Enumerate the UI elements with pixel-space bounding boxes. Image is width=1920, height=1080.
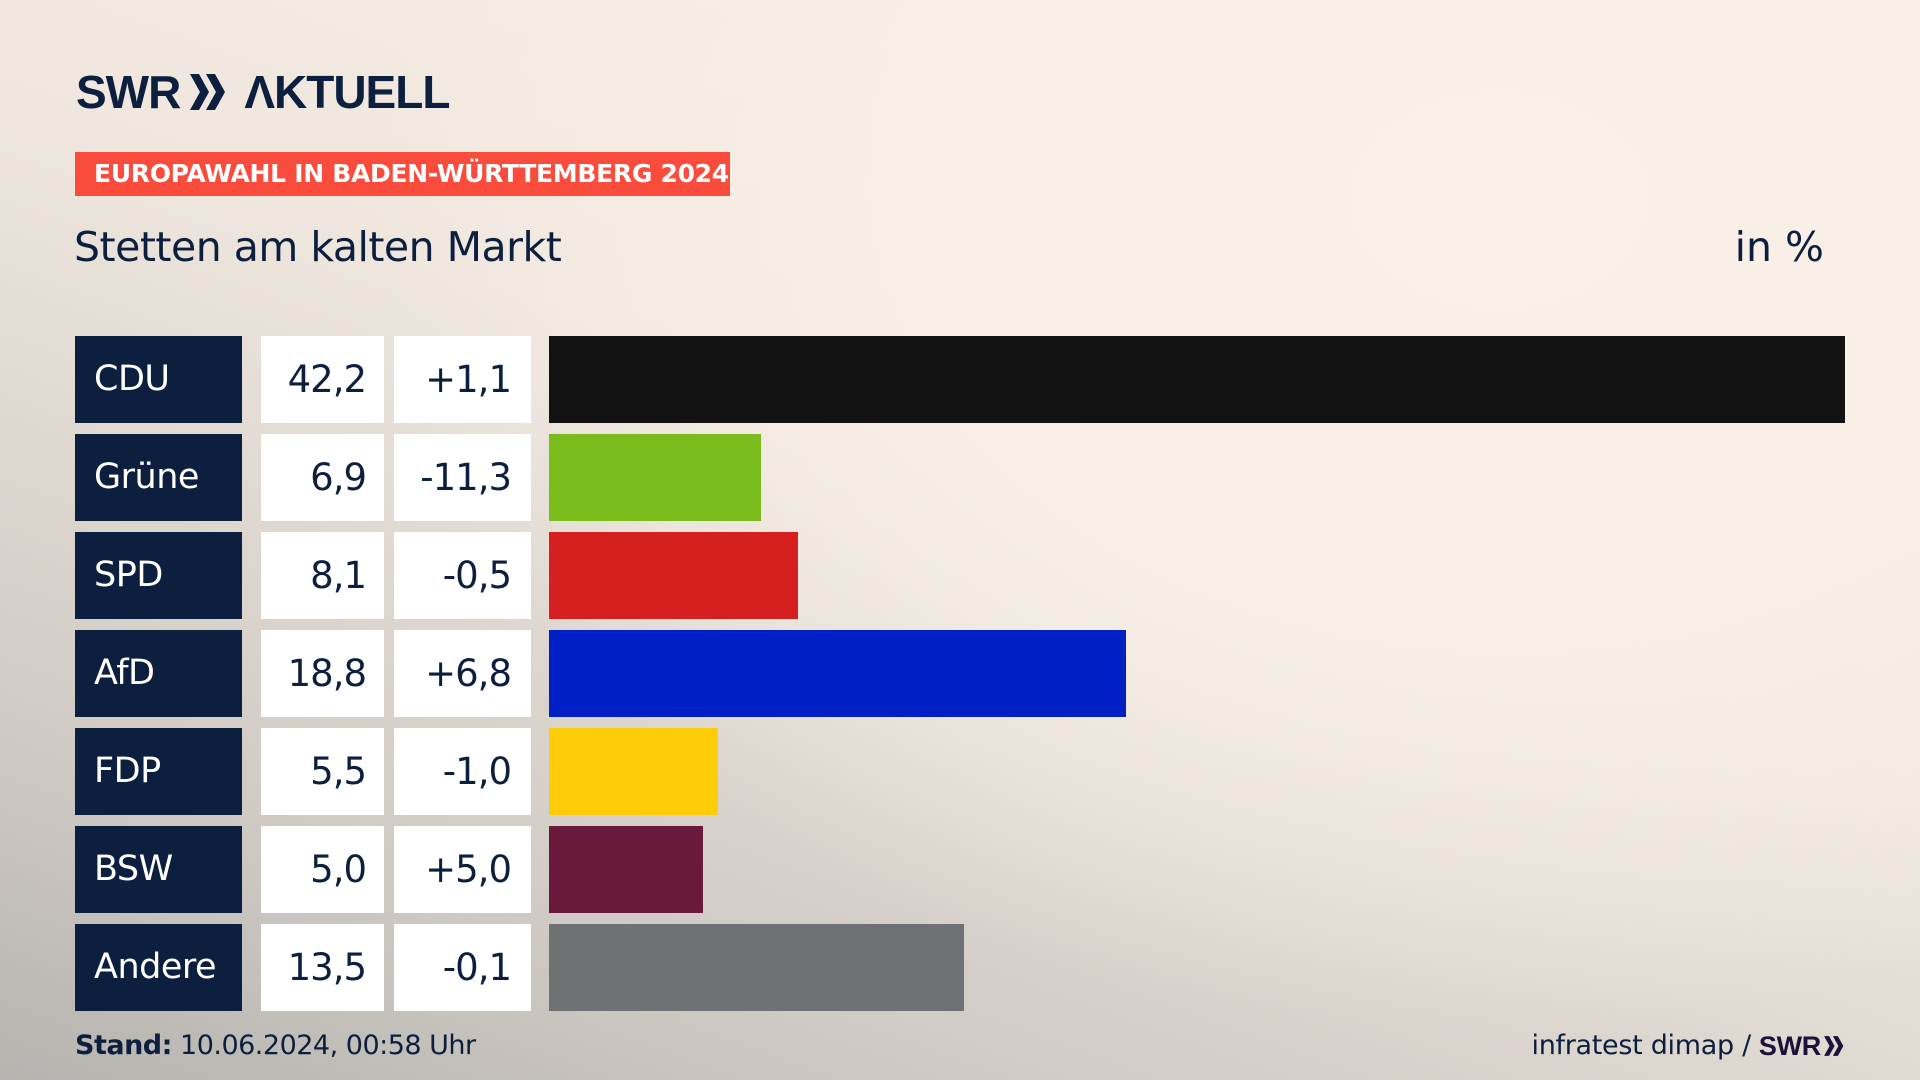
party-change: -0,1 [394,924,531,1011]
party-value: 5,5 [261,728,384,815]
party-label: BSW [75,826,242,913]
logo-aktuell-text: ΛKTUELL [244,66,450,118]
party-change: -1,0 [394,728,531,815]
party-value: 13,5 [261,924,384,1011]
party-row-afd: AfD 18,8 +6,8 [0,630,1920,717]
party-row-grüne: Grüne 6,9 -11,3 [0,434,1920,521]
party-value: 42,2 [261,336,384,423]
logo-swr-text: SWR [76,66,181,118]
swr-aktuell-logo: SWR ΛKTUELL [76,66,450,118]
party-change: -0,5 [394,532,531,619]
source-text: infratest dimap / [1531,1030,1752,1061]
party-bar [549,336,1845,423]
party-value: 6,9 [261,434,384,521]
party-label: Grüne [75,434,242,521]
party-bar [549,532,798,619]
source-credit: infratest dimap / SWR [1532,1030,1846,1062]
party-change: +6,8 [394,630,531,717]
party-bar [549,826,703,913]
party-bar [549,434,761,521]
party-label: SPD [75,532,242,619]
party-change: +1,1 [394,336,531,423]
swr-small-logo-text: SWR [1758,1031,1821,1061]
party-label: Andere [75,924,242,1011]
swr-small-logo: SWR [1759,1030,1845,1062]
double-chevron-right-icon [188,74,228,110]
stand-value: 10.06.2024, 00:58 Uhr [180,1030,476,1061]
party-label: FDP [75,728,242,815]
party-row-spd: SPD 8,1 -0,5 [0,532,1920,619]
party-label: AfD [75,630,242,717]
timestamp: Stand: 10.06.2024, 00:58 Uhr [75,1030,476,1062]
double-chevron-right-icon [1824,1036,1844,1056]
party-bar [549,924,964,1011]
party-row-cdu: CDU 42,2 +1,1 [0,336,1920,423]
party-value: 8,1 [261,532,384,619]
election-tag: EUROPAWAHL IN BADEN-WÜRTTEMBERG 2024 [75,152,730,196]
unit-label: in % [1734,223,1824,271]
party-value: 5,0 [261,826,384,913]
party-row-andere: Andere 13,5 -0,1 [0,924,1920,1011]
party-change: +5,0 [394,826,531,913]
stand-label: Stand: [75,1030,172,1061]
party-change: -11,3 [394,434,531,521]
party-bar [549,630,1126,717]
party-bar [549,728,718,815]
party-label: CDU [75,336,242,423]
page-title: Stetten am kalten Markt [74,223,562,271]
party-row-fdp: FDP 5,5 -1,0 [0,728,1920,815]
party-row-bsw: BSW 5,0 +5,0 [0,826,1920,913]
party-value: 18,8 [261,630,384,717]
